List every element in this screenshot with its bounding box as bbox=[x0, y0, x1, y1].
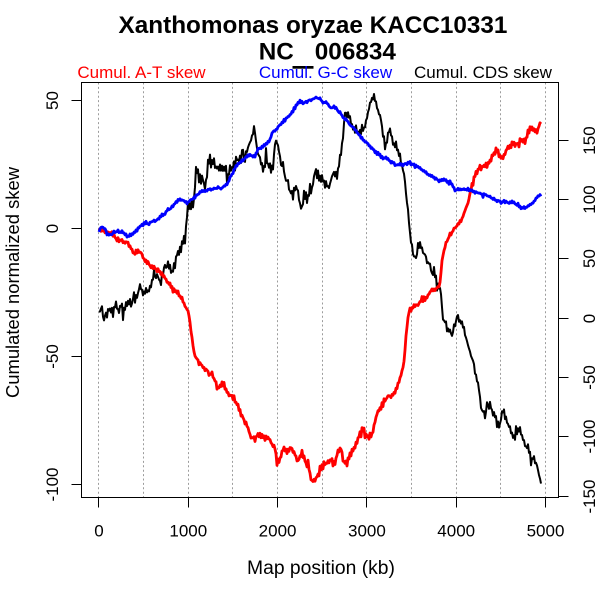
svg-text:006834: 006834 bbox=[315, 38, 397, 65]
svg-text:0: 0 bbox=[94, 522, 103, 541]
svg-text:-100: -100 bbox=[43, 467, 62, 501]
svg-text:Cumul. A-T skew: Cumul. A-T skew bbox=[77, 63, 206, 82]
svg-text:Cumul. CDS skew: Cumul. CDS skew bbox=[414, 63, 553, 82]
svg-text:-150: -150 bbox=[580, 479, 599, 513]
svg-text:Cumulated normalized skew: Cumulated normalized skew bbox=[2, 166, 23, 398]
svg-text:2000: 2000 bbox=[259, 522, 297, 541]
svg-text:0: 0 bbox=[580, 314, 599, 323]
svg-text:Xanthomonas oryzae KACC10331: Xanthomonas oryzae KACC10331 bbox=[119, 12, 508, 39]
svg-text:-100: -100 bbox=[580, 419, 599, 453]
svg-text:-50: -50 bbox=[43, 344, 62, 369]
svg-text:0: 0 bbox=[43, 224, 62, 233]
svg-text:1000: 1000 bbox=[169, 522, 207, 541]
svg-text:Cumul. G-C skew: Cumul. G-C skew bbox=[259, 63, 393, 82]
svg-text:4000: 4000 bbox=[437, 522, 475, 541]
svg-text:-50: -50 bbox=[580, 365, 599, 390]
svg-text:NC: NC bbox=[259, 38, 294, 65]
svg-text:50: 50 bbox=[580, 249, 599, 268]
svg-text:150: 150 bbox=[580, 126, 599, 154]
svg-text:Map position (kb): Map position (kb) bbox=[247, 558, 395, 579]
svg-text:100: 100 bbox=[580, 185, 599, 213]
svg-text:3000: 3000 bbox=[348, 522, 386, 541]
svg-text:5000: 5000 bbox=[527, 522, 565, 541]
svg-text:50: 50 bbox=[43, 91, 62, 110]
